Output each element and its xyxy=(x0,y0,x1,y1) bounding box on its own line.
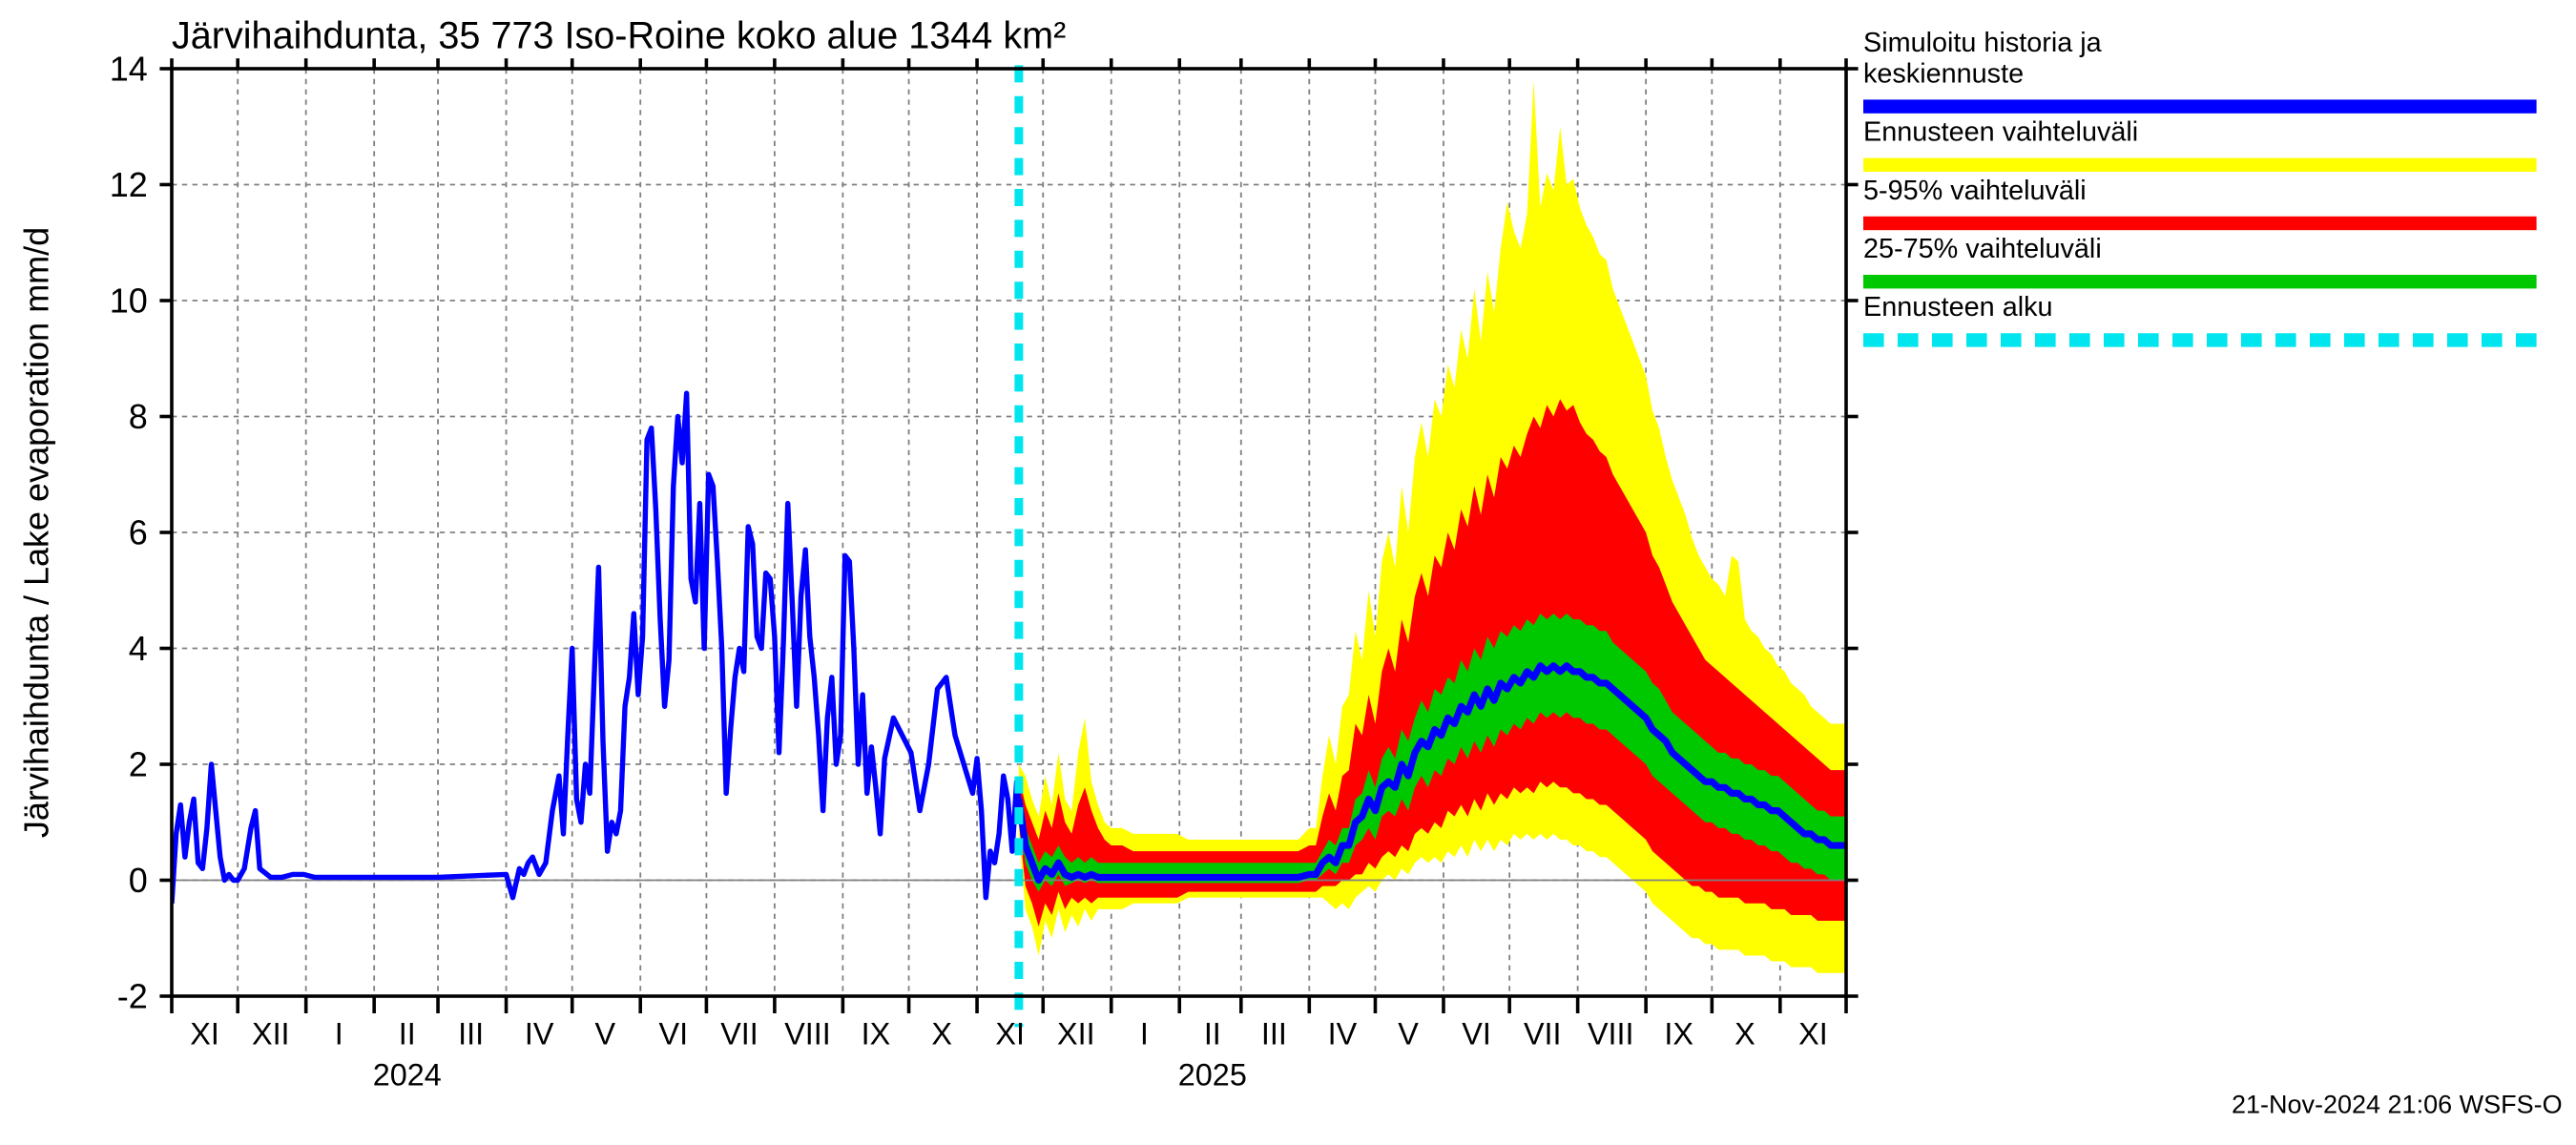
legend-label-p50: 25-75% vaihteluväli xyxy=(1863,234,2102,264)
month-label: VI xyxy=(1462,1016,1491,1051)
y-axis-label: Järvihaihdunta / Lake evaporation mm/d xyxy=(16,227,55,838)
month-label: XII xyxy=(1057,1016,1095,1051)
month-label: X xyxy=(931,1016,952,1051)
chart-title: Järvihaihdunta, 35 773 Iso-Roine koko al… xyxy=(172,14,1066,56)
legend-swatch-p90 xyxy=(1863,217,2537,230)
month-label: X xyxy=(1735,1016,1755,1051)
month-label: IX xyxy=(862,1016,891,1051)
month-label: V xyxy=(595,1016,616,1051)
month-label: VIII xyxy=(784,1016,831,1051)
year-label: 2024 xyxy=(373,1058,442,1093)
month-label: VI xyxy=(659,1016,689,1051)
month-label: IV xyxy=(525,1016,554,1051)
ytick-label: 14 xyxy=(110,50,148,89)
ytick-label: 12 xyxy=(110,165,148,204)
month-label: VII xyxy=(1524,1016,1562,1051)
legend-swatch-p50 xyxy=(1863,275,2537,288)
ytick-label: 4 xyxy=(129,629,148,668)
month-label: II xyxy=(399,1016,416,1051)
ytick-label: 10 xyxy=(110,281,148,321)
month-label: V xyxy=(1398,1016,1419,1051)
month-label: IV xyxy=(1328,1016,1358,1051)
legend-swatch-full xyxy=(1863,158,2537,172)
ytick-label: 8 xyxy=(129,397,148,436)
month-label: XI xyxy=(190,1016,219,1051)
month-label: VII xyxy=(720,1016,758,1051)
ytick-label: 6 xyxy=(129,513,148,552)
month-label: XI xyxy=(995,1016,1025,1051)
legend-label-full: Ennusteen vaihteluväli xyxy=(1863,117,2138,148)
month-label: VIII xyxy=(1588,1016,1634,1051)
month-label: II xyxy=(1204,1016,1221,1051)
month-label: IX xyxy=(1664,1016,1693,1051)
legend-label-sim: Simuloitu historia ja xyxy=(1863,28,2103,58)
chart-svg: -202468101214XIXIIIIIIIIIVVVIVIIVIIIIXXX… xyxy=(0,0,2576,1144)
chart-container: -202468101214XIXIIIIIIIIIVVVIVIIVIIIIXXX… xyxy=(0,0,2576,1144)
month-label: I xyxy=(335,1016,343,1051)
ytick-label: 0 xyxy=(129,861,148,900)
ytick-label: 2 xyxy=(129,745,148,784)
timestamp-label: 21-Nov-2024 21:06 WSFS-O xyxy=(2232,1090,2563,1118)
legend-label-sim: keskiennuste xyxy=(1863,58,2024,89)
year-label: 2025 xyxy=(1178,1058,1247,1093)
month-label: III xyxy=(1261,1016,1287,1051)
month-label: III xyxy=(458,1016,484,1051)
month-label: XI xyxy=(1798,1016,1828,1051)
month-label: XII xyxy=(252,1016,290,1051)
legend-label-p90: 5-95% vaihteluväli xyxy=(1863,176,2087,206)
legend-swatch-sim xyxy=(1863,99,2537,113)
legend-label-start: Ennusteen alku xyxy=(1863,292,2053,323)
ytick-label: -2 xyxy=(117,977,148,1016)
month-label: I xyxy=(1140,1016,1149,1051)
